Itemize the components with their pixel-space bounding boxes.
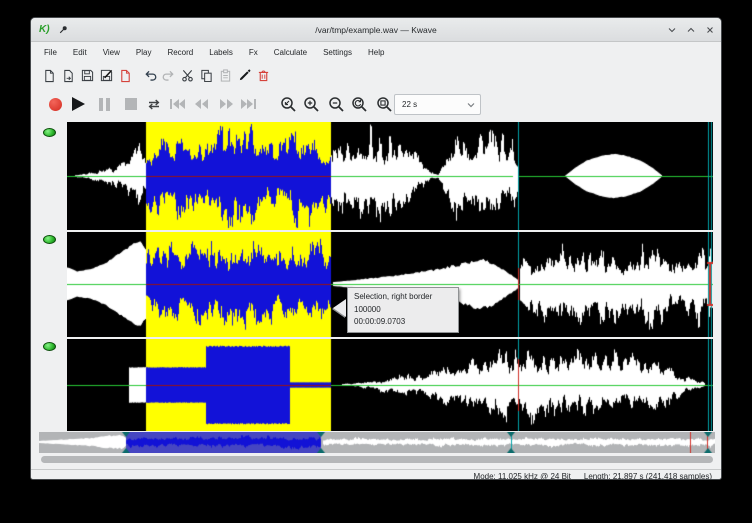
overview-waveform[interactable]: [39, 432, 715, 453]
menu-fx[interactable]: Fx: [248, 48, 258, 57]
track3-enabled-led[interactable]: [43, 342, 56, 351]
zoom-all-button[interactable]: [373, 93, 395, 115]
menu-settings[interactable]: Settings: [323, 48, 352, 57]
record-icon: [48, 97, 62, 111]
track2-enabled-led[interactable]: [43, 235, 56, 244]
copy-button[interactable]: [197, 66, 216, 86]
play-button[interactable]: [67, 93, 89, 115]
skip-start-button[interactable]: [166, 93, 188, 115]
zoom-duration-value: 22 s: [402, 100, 418, 109]
tooltip-title: Selection, right border: [354, 292, 433, 301]
save-icon: [81, 69, 94, 82]
minimize-button[interactable]: [667, 25, 677, 35]
window-title: /var/tmp/example.wav — Kwave: [315, 24, 437, 35]
rewind-icon: [194, 99, 208, 109]
zoom-original-icon: [351, 96, 367, 112]
skip-end-icon: [240, 99, 256, 109]
kwave-window: K) /var/tmp/example.wav — Kwave File Edi…: [30, 17, 722, 480]
trash-icon: [258, 70, 269, 82]
status-length: Length: 21.897 s (241,418 samples): [583, 472, 712, 480]
record-button[interactable]: [44, 93, 66, 115]
rewind-button[interactable]: [190, 93, 212, 115]
menu-calculate[interactable]: Calculate: [273, 48, 308, 57]
new-file-icon: [45, 69, 54, 82]
skip-start-icon: [169, 99, 185, 109]
loop-button[interactable]: [143, 93, 165, 115]
tooltip-arrow: [333, 299, 346, 317]
selection-tooltip: Selection, right border 100000 00:00:09.…: [347, 287, 459, 333]
zoom-original-button[interactable]: [348, 93, 370, 115]
menu-help[interactable]: Help: [367, 48, 385, 57]
zoom-selection-button[interactable]: [277, 93, 299, 115]
forward-button[interactable]: [215, 93, 237, 115]
cut-icon: [182, 70, 193, 82]
zoom-in-icon: [303, 96, 319, 112]
mark-pen-icon: [239, 69, 251, 81]
track1-waveform[interactable]: [67, 122, 713, 230]
menu-file[interactable]: File: [44, 48, 57, 57]
save-button[interactable]: [78, 66, 97, 86]
track1-enabled-led[interactable]: [43, 128, 56, 137]
file-toolbar: [31, 63, 721, 88]
undo-button[interactable]: [140, 66, 159, 86]
status-mode: Mode: 11.025 kHz @ 24 Bit: [473, 472, 571, 480]
cut-button[interactable]: [178, 66, 197, 86]
forward-icon: [219, 99, 233, 109]
chevron-down-icon: [467, 102, 475, 107]
horizontal-scrollbar[interactable]: [41, 456, 713, 463]
playback-toolbar: 22 s: [31, 88, 721, 122]
close-file-icon: [121, 69, 130, 82]
delete-button[interactable]: [254, 66, 273, 86]
zoom-duration-select[interactable]: 22 s: [394, 94, 481, 115]
signal-view: [67, 122, 713, 433]
pin-icon[interactable]: [59, 25, 68, 34]
copy-icon: [201, 69, 212, 82]
menu-view[interactable]: View: [102, 48, 120, 57]
menu-record[interactable]: Record: [167, 48, 194, 57]
zoom-all-icon: [376, 96, 392, 112]
title-bar[interactable]: K) /var/tmp/example.wav — Kwave: [31, 18, 721, 42]
paste-icon: [220, 69, 231, 82]
skip-end-button[interactable]: [237, 93, 259, 115]
paste-button[interactable]: [216, 66, 235, 86]
tooltip-samples: 100000: [354, 304, 381, 314]
save-as-button[interactable]: [97, 66, 116, 86]
redo-button[interactable]: [159, 66, 178, 86]
menu-edit[interactable]: Edit: [72, 48, 87, 57]
new-file-button[interactable]: [40, 66, 59, 86]
stop-icon: [125, 98, 137, 110]
save-as-icon: [100, 69, 113, 82]
open-file-button[interactable]: [59, 66, 78, 86]
menu-labels[interactable]: Labels: [209, 48, 233, 57]
tooltip-time: 00:00:09.0703: [354, 317, 406, 326]
mark-pen-button[interactable]: [235, 66, 254, 86]
close-file-button[interactable]: [116, 66, 135, 86]
undo-icon: [144, 70, 156, 81]
pause-button[interactable]: [93, 93, 115, 115]
track3-waveform[interactable]: [67, 339, 713, 431]
open-file-icon: [64, 69, 73, 82]
loop-icon: [148, 98, 160, 110]
status-bar: Mode: 11.025 kHz @ 24 Bit Length: 21.897…: [31, 469, 721, 480]
redo-icon: [162, 70, 174, 81]
menu-play[interactable]: Play: [135, 48, 152, 57]
stop-button[interactable]: [120, 93, 142, 115]
zoom-selection-icon: [280, 96, 296, 112]
pause-icon: [98, 97, 110, 111]
maximize-button[interactable]: [686, 25, 696, 35]
zoom-out-icon: [328, 96, 344, 112]
menu-bar: File Edit View Play Record Labels Fx Cal…: [31, 42, 721, 63]
kwave-app-icon: K): [39, 23, 50, 35]
zoom-out-button[interactable]: [325, 93, 347, 115]
play-icon: [71, 97, 85, 111]
zoom-in-button[interactable]: [300, 93, 322, 115]
close-button[interactable]: [705, 25, 715, 35]
